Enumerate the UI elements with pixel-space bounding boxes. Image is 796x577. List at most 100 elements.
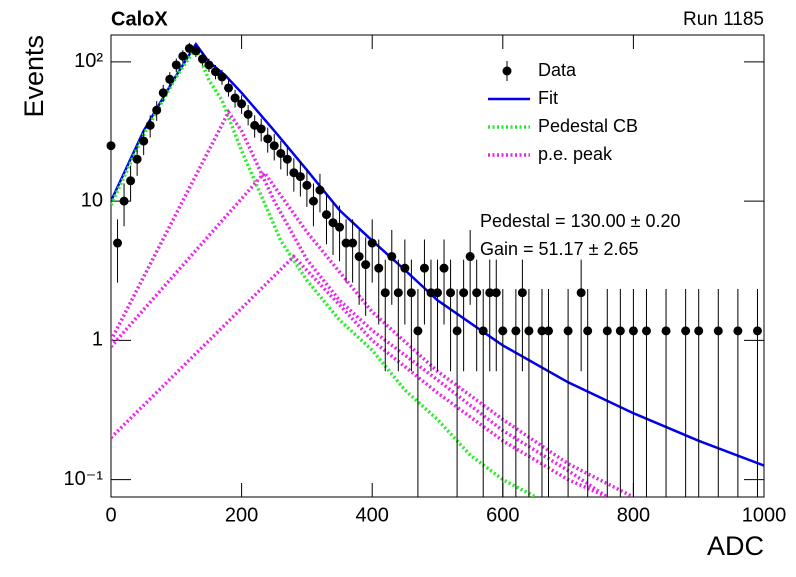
curve — [111, 108, 609, 497]
data-point — [641, 326, 651, 336]
data-point — [752, 326, 762, 336]
data-point — [321, 210, 331, 220]
legend-label: Fit — [538, 88, 558, 108]
data-point — [237, 99, 247, 109]
data-point — [485, 288, 495, 298]
data-point — [661, 326, 671, 336]
x-axis-label: ADC — [707, 531, 764, 561]
annotation: Gain = 51.17 ± 2.65 — [480, 239, 639, 259]
data-point — [354, 252, 364, 262]
data-point — [171, 60, 181, 70]
data-point — [563, 326, 573, 336]
legend-label: p.e. peak — [538, 144, 613, 164]
data-point — [204, 60, 214, 70]
chart-subtitle: Run 1185 — [683, 9, 764, 30]
chart-title: CaloX — [111, 8, 168, 30]
x-tick-label: 400 — [356, 504, 389, 526]
data-point — [439, 263, 449, 273]
data-point — [126, 176, 136, 186]
data-point — [628, 326, 638, 336]
data-point — [210, 67, 220, 77]
y-tick-label: 10⁻¹ — [64, 468, 104, 490]
data-point — [459, 288, 469, 298]
data-point — [537, 326, 547, 336]
data-point — [713, 326, 723, 336]
data-point — [406, 288, 416, 298]
data-point — [681, 326, 691, 336]
data-point — [393, 288, 403, 298]
curve — [111, 44, 537, 497]
data-point — [308, 196, 318, 206]
data-point — [380, 288, 390, 298]
data-point — [426, 288, 436, 298]
data-point — [178, 51, 188, 61]
data-point — [400, 263, 410, 273]
legend-swatch — [502, 66, 512, 76]
data-point — [602, 326, 612, 336]
data-point — [413, 326, 423, 336]
data-point — [119, 196, 129, 206]
data-point — [335, 222, 345, 232]
data-point — [452, 326, 462, 336]
data-point — [113, 238, 123, 248]
data-point — [158, 88, 168, 98]
y-tick-label: 10² — [74, 50, 103, 72]
data-point — [106, 141, 116, 151]
data-point — [733, 326, 743, 336]
data-point — [576, 288, 586, 298]
annotation: Pedestal = 130.00 ± 0.20 — [480, 211, 681, 231]
data-point — [341, 238, 351, 248]
data-point — [517, 288, 527, 298]
legend-label: Pedestal CB — [538, 116, 638, 136]
plot-frame — [110, 34, 765, 498]
data-point — [165, 74, 175, 84]
data-point — [367, 238, 377, 248]
y-tick-label: 10 — [81, 189, 103, 211]
legend-label: Data — [538, 60, 577, 80]
data-point — [387, 252, 397, 262]
data-point — [269, 141, 279, 151]
data-point — [276, 148, 286, 158]
data-point — [419, 263, 429, 273]
data-point — [139, 136, 149, 146]
data-point — [465, 252, 475, 262]
data-point — [315, 185, 325, 195]
data-point — [263, 134, 273, 144]
curve — [111, 253, 609, 497]
data-point — [524, 326, 534, 336]
x-tick-label: 800 — [617, 504, 650, 526]
data-point — [446, 288, 456, 298]
data-point — [224, 83, 234, 93]
x-tick-label: 0 — [105, 504, 116, 526]
data-point — [217, 72, 227, 82]
data-point — [361, 260, 371, 270]
data-point — [491, 288, 501, 298]
data-point — [472, 288, 482, 298]
data-point — [152, 105, 162, 115]
data-point — [478, 326, 488, 336]
data-point — [694, 326, 704, 336]
data-point — [511, 326, 521, 336]
data-point — [145, 120, 155, 130]
data-point — [197, 54, 207, 64]
data-point — [132, 154, 142, 164]
data-point — [243, 109, 253, 119]
data-point — [256, 124, 266, 134]
data-point — [295, 172, 305, 182]
data-point — [615, 326, 625, 336]
x-tick-label: 600 — [486, 504, 519, 526]
data-point — [583, 326, 593, 336]
data-point — [348, 238, 358, 248]
data-point — [289, 168, 299, 178]
data-point — [328, 218, 338, 228]
x-tick-label: 200 — [225, 504, 258, 526]
data-point — [302, 180, 312, 190]
data-point — [433, 288, 442, 298]
y-axis-label: Events — [19, 35, 49, 118]
data-point — [191, 46, 201, 56]
y-tick-label: 1 — [92, 329, 103, 351]
data-point — [374, 263, 384, 273]
data-point — [544, 326, 554, 336]
